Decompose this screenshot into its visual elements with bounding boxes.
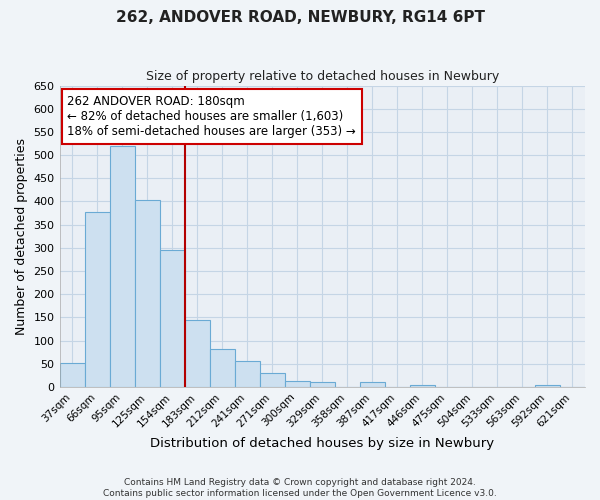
Bar	[310, 382, 335, 387]
Bar	[59, 363, 85, 387]
Text: 262 ANDOVER ROAD: 180sqm
← 82% of detached houses are smaller (1,603)
18% of sem: 262 ANDOVER ROAD: 180sqm ← 82% of detach…	[67, 94, 356, 138]
Bar	[85, 212, 110, 387]
Bar	[185, 320, 209, 387]
Text: Contains HM Land Registry data © Crown copyright and database right 2024.
Contai: Contains HM Land Registry data © Crown c…	[103, 478, 497, 498]
Bar	[235, 362, 260, 387]
Y-axis label: Number of detached properties: Number of detached properties	[15, 138, 28, 335]
X-axis label: Distribution of detached houses by size in Newbury: Distribution of detached houses by size …	[150, 437, 494, 450]
Bar	[260, 373, 285, 387]
Bar	[535, 384, 560, 387]
Bar	[360, 382, 385, 387]
Bar	[134, 200, 160, 387]
Bar	[209, 349, 235, 387]
Bar	[160, 250, 185, 387]
Bar	[110, 146, 134, 387]
Bar	[285, 382, 310, 387]
Bar	[410, 384, 435, 387]
Title: Size of property relative to detached houses in Newbury: Size of property relative to detached ho…	[146, 70, 499, 83]
Text: 262, ANDOVER ROAD, NEWBURY, RG14 6PT: 262, ANDOVER ROAD, NEWBURY, RG14 6PT	[115, 10, 485, 25]
